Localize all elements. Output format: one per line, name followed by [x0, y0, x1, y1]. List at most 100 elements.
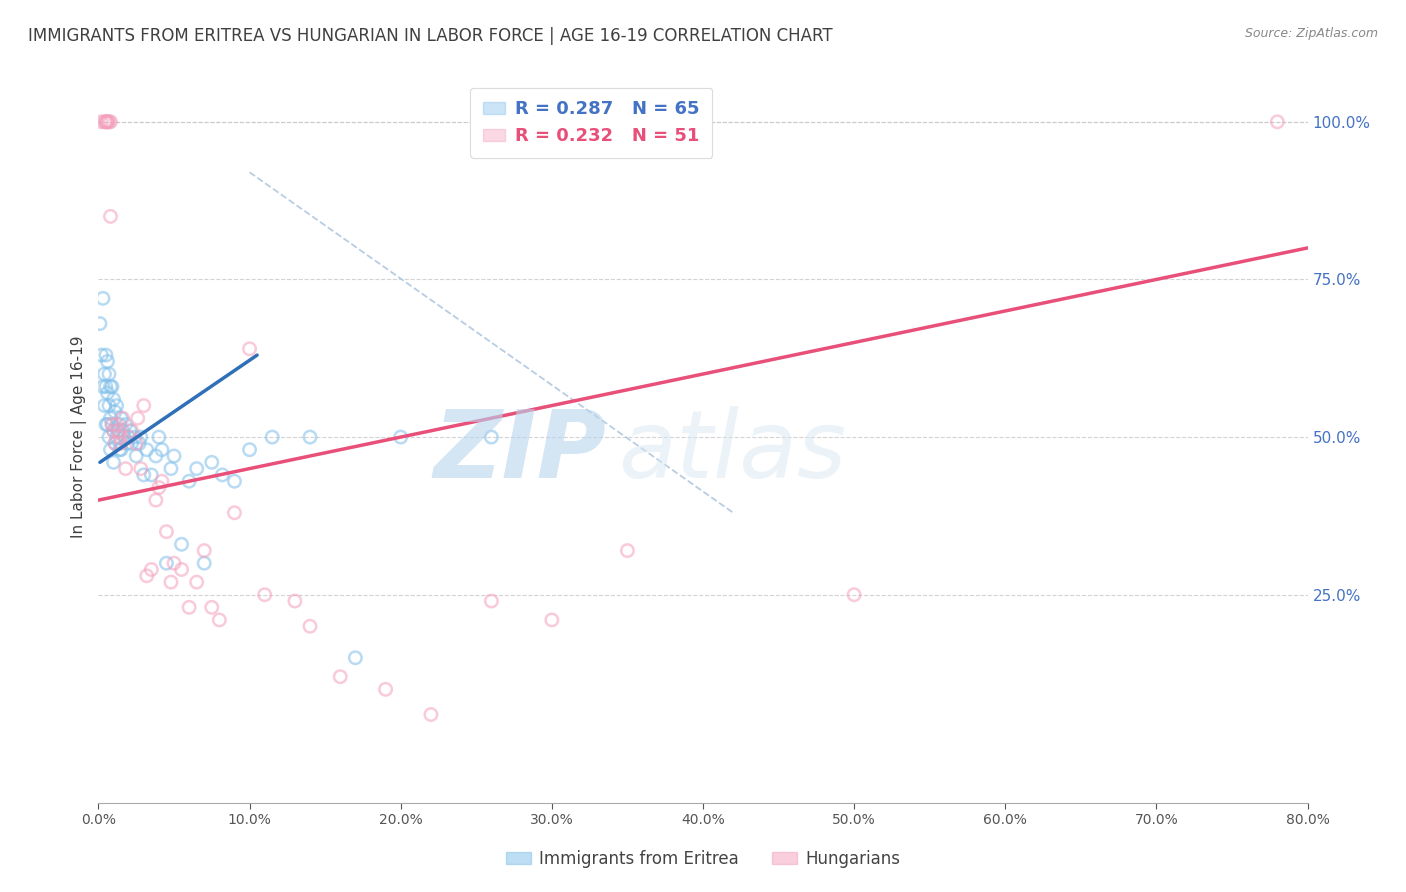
- Point: [160, 461, 183, 475]
- Point: [163, 449, 186, 463]
- Point: [224, 474, 246, 488]
- Point: [105, 399, 128, 413]
- Point: [103, 455, 125, 469]
- Point: [98, 367, 121, 381]
- Point: [239, 342, 262, 356]
- Point: [100, 442, 122, 457]
- Point: [145, 449, 167, 463]
- Point: [389, 430, 412, 444]
- Point: [163, 556, 186, 570]
- Point: [89, 317, 111, 331]
- Point: [129, 461, 152, 475]
- Point: [98, 115, 121, 129]
- Point: [179, 474, 201, 488]
- Point: [101, 417, 124, 432]
- Legend: Immigrants from Eritrea, Hungarians: Immigrants from Eritrea, Hungarians: [499, 844, 907, 875]
- Point: [150, 474, 173, 488]
- Point: [94, 417, 117, 432]
- Point: [186, 575, 208, 590]
- Point: [115, 436, 138, 450]
- Point: [104, 436, 127, 450]
- Point: [141, 467, 163, 482]
- Point: [107, 424, 129, 438]
- Point: [101, 417, 124, 432]
- Point: [127, 411, 149, 425]
- Point: [150, 442, 173, 457]
- Point: [93, 115, 115, 129]
- Point: [128, 436, 150, 450]
- Point: [170, 562, 193, 576]
- Point: [90, 348, 112, 362]
- Point: [100, 411, 122, 425]
- Text: ZIP: ZIP: [433, 406, 606, 498]
- Point: [540, 613, 562, 627]
- Point: [103, 424, 125, 438]
- Point: [344, 650, 367, 665]
- Point: [96, 115, 118, 129]
- Point: [299, 430, 322, 444]
- Point: [211, 467, 233, 482]
- Point: [96, 115, 118, 129]
- Point: [170, 537, 193, 551]
- Point: [118, 430, 141, 444]
- Point: [112, 430, 135, 444]
- Point: [103, 424, 125, 438]
- Point: [135, 442, 157, 457]
- Point: [253, 588, 276, 602]
- Point: [420, 707, 443, 722]
- Point: [91, 291, 114, 305]
- Point: [124, 430, 146, 444]
- Point: [160, 575, 183, 590]
- Point: [93, 367, 115, 381]
- Point: [374, 682, 396, 697]
- Point: [132, 399, 155, 413]
- Point: [135, 569, 157, 583]
- Point: [111, 424, 134, 438]
- Text: Source: ZipAtlas.com: Source: ZipAtlas.com: [1244, 27, 1378, 40]
- Point: [108, 442, 131, 457]
- Point: [179, 600, 201, 615]
- Text: atlas: atlas: [619, 406, 846, 497]
- Point: [155, 556, 177, 570]
- Point: [141, 562, 163, 576]
- Point: [481, 430, 503, 444]
- Point: [114, 461, 136, 475]
- Point: [329, 670, 352, 684]
- Point: [100, 115, 122, 129]
- Point: [96, 417, 118, 432]
- Point: [120, 424, 142, 438]
- Point: [145, 493, 167, 508]
- Point: [616, 543, 638, 558]
- Point: [90, 115, 112, 129]
- Point: [103, 392, 125, 407]
- Point: [224, 506, 246, 520]
- Point: [201, 600, 224, 615]
- Point: [844, 588, 866, 602]
- Point: [299, 619, 322, 633]
- Point: [107, 424, 129, 438]
- Point: [125, 449, 148, 463]
- Legend: R = 0.287   N = 65, R = 0.232   N = 51: R = 0.287 N = 65, R = 0.232 N = 51: [470, 87, 713, 158]
- Point: [100, 379, 122, 393]
- Point: [94, 115, 117, 129]
- Point: [110, 442, 132, 457]
- Point: [481, 594, 503, 608]
- Point: [114, 417, 136, 432]
- Point: [239, 442, 262, 457]
- Point: [91, 379, 114, 393]
- Point: [125, 436, 148, 450]
- Point: [105, 430, 128, 444]
- Point: [96, 354, 118, 368]
- Point: [94, 348, 117, 362]
- Point: [129, 430, 152, 444]
- Point: [155, 524, 177, 539]
- Point: [104, 405, 127, 419]
- Point: [284, 594, 307, 608]
- Text: IMMIGRANTS FROM ERITREA VS HUNGARIAN IN LABOR FORCE | AGE 16-19 CORRELATION CHAR: IMMIGRANTS FROM ERITREA VS HUNGARIAN IN …: [28, 27, 832, 45]
- Y-axis label: In Labor Force | Age 16-19: In Labor Force | Age 16-19: [72, 335, 87, 539]
- Point: [121, 424, 143, 438]
- Point: [186, 461, 208, 475]
- Point: [105, 417, 128, 432]
- Point: [110, 411, 132, 425]
- Point: [132, 467, 155, 482]
